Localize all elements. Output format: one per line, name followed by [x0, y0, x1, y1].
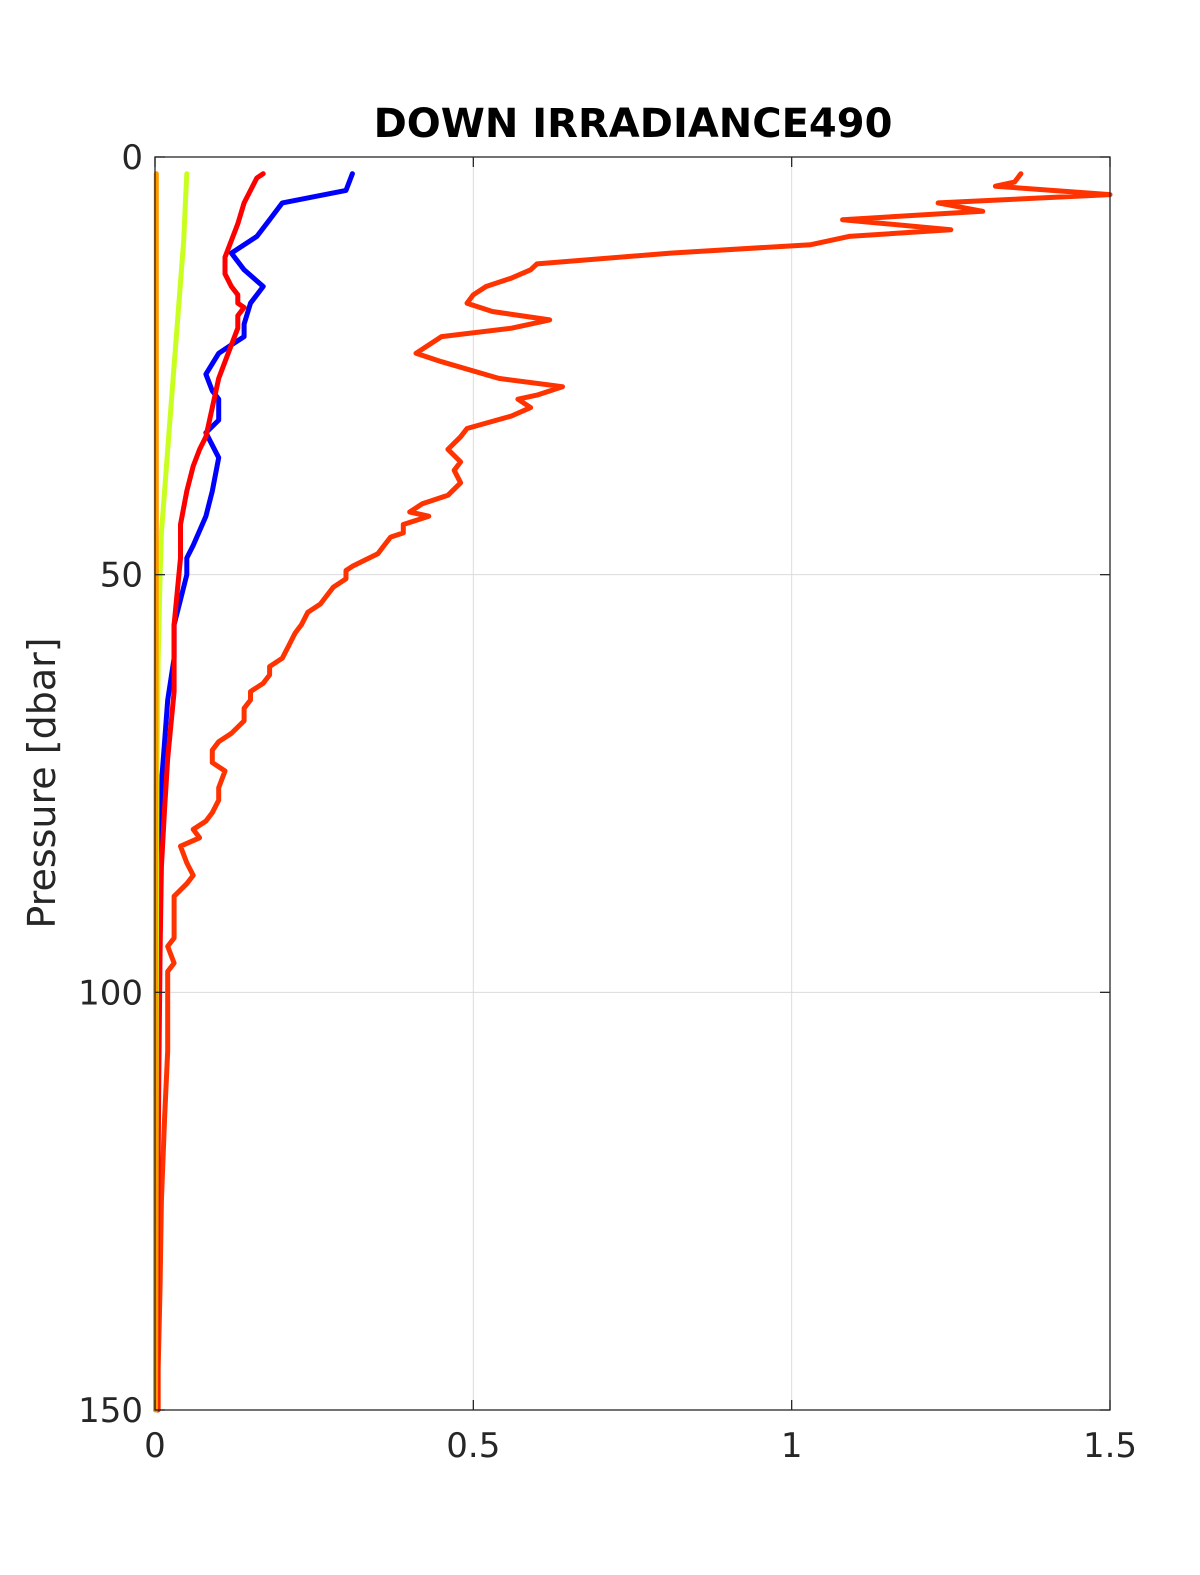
chart-title: DOWN IRRADIANCE490: [374, 101, 893, 147]
y-tick-label: 50: [100, 556, 143, 596]
y-tick-label: 0: [121, 138, 143, 178]
y-tick-label: 150: [78, 1391, 143, 1431]
y-axis-ticks: 0 50 100 150: [78, 138, 1110, 1431]
x-tick-label: 1.5: [1083, 1426, 1137, 1466]
y-axis-label: Pressure [dbar]: [20, 637, 64, 928]
x-tick-label: 0.5: [446, 1426, 500, 1466]
x-tick-label: 0: [144, 1426, 166, 1466]
series-line-3: [154, 171, 266, 1413]
series-line-2: [153, 171, 355, 1413]
x-tick-label: 1: [781, 1426, 803, 1466]
y-tick-label: 100: [78, 973, 143, 1013]
x-axis-ticks: 0 0.5 1 1.5: [144, 157, 1137, 1466]
plot-frame: [154, 156, 1111, 1411]
series-line-1: [155, 171, 1113, 1413]
series-line-5: [153, 171, 159, 1413]
